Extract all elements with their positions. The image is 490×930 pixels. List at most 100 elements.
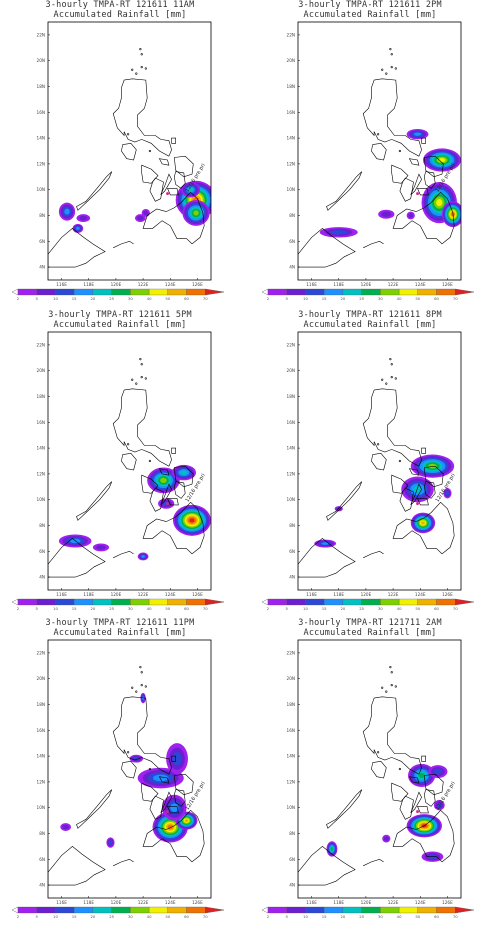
map-panel-1: 3-hourly TMPA-RT 121611 11AM Accumulated … xyxy=(0,0,240,310)
latitude-tick-label: 4N xyxy=(289,883,295,888)
rainfall-contour xyxy=(108,840,113,845)
coastline xyxy=(421,137,426,144)
longitude-tick-label: 126E xyxy=(442,592,453,597)
coastline xyxy=(121,760,137,779)
island xyxy=(144,377,147,380)
longitude-tick-label: 126E xyxy=(442,282,453,287)
coastline xyxy=(421,755,426,762)
colorbar-tick-label: 2 xyxy=(267,606,270,611)
coastline xyxy=(121,452,137,471)
latitude-tick-label: 20N xyxy=(37,368,45,373)
coastline xyxy=(173,155,194,178)
island xyxy=(140,684,143,687)
latitude-tick-label: 10N xyxy=(287,187,295,192)
colorbar-swatch xyxy=(36,598,56,606)
coastline xyxy=(362,78,422,157)
panel-title: 3-hourly TMPA-RT 121711 2AM xyxy=(298,618,442,628)
colorbar-tick-label: 20 xyxy=(90,296,95,301)
colorbar-tick-label: 10 xyxy=(303,296,308,301)
colorbar-tick-label: 25 xyxy=(359,296,364,301)
rainfall-contour xyxy=(153,774,169,782)
colorbar-swatch xyxy=(324,906,344,914)
colorbar-tick-label: 15 xyxy=(72,914,77,919)
latitude-tick-label: 12N xyxy=(287,471,295,476)
island xyxy=(394,377,397,380)
island xyxy=(389,357,392,361)
colorbar-tick-label: 5 xyxy=(36,914,39,919)
colorbar-swatch xyxy=(305,906,325,914)
longitude-tick-label: 116E xyxy=(56,592,67,597)
island xyxy=(131,68,134,71)
latitude-tick-label: 4N xyxy=(39,575,45,580)
island xyxy=(127,751,130,754)
longitude-tick-label: 122E xyxy=(138,900,149,905)
colorbar-tick-label: 20 xyxy=(90,914,95,919)
latitude-tick-label: 10N xyxy=(37,497,45,502)
colorbar-swatch xyxy=(17,598,37,606)
colorbar-swatch xyxy=(167,598,187,606)
latitude-tick-label: 18N xyxy=(287,84,295,89)
rainfall-contour xyxy=(413,485,422,493)
colorbar-tick-label: 70 xyxy=(203,606,208,611)
colorbar-min-arrow xyxy=(11,906,19,914)
longitude-tick-label: 118E xyxy=(333,900,344,905)
latitude-tick-label: 20N xyxy=(287,58,295,63)
latitude-tick-label: 16N xyxy=(37,420,45,425)
colorbar-max-arrow xyxy=(455,906,475,914)
island xyxy=(148,149,151,153)
coastline xyxy=(121,142,137,161)
colorbar-tick-label: 2 xyxy=(17,296,20,301)
latitude-tick-label: 16N xyxy=(37,728,45,733)
colorbar-tick-label: 60 xyxy=(434,296,439,301)
longitude-tick-label: 124E xyxy=(415,900,426,905)
latitude-tick-label: 10N xyxy=(37,187,45,192)
colorbar-min-arrow xyxy=(261,906,269,914)
colorbar-tick-label: 15 xyxy=(322,606,327,611)
map-frame xyxy=(297,331,462,591)
colorbar-tick-label: 40 xyxy=(147,606,152,611)
island xyxy=(398,149,401,153)
colorbar-tick-label: 70 xyxy=(453,914,458,919)
coastline xyxy=(392,809,455,863)
colorbar-tick-label: 40 xyxy=(147,914,152,919)
colorbar-tick-label: 50 xyxy=(415,296,420,301)
latitude-tick-label: 4N xyxy=(289,265,295,270)
island xyxy=(140,363,143,366)
longitude-tick-label: 120E xyxy=(111,900,122,905)
island xyxy=(385,690,388,693)
coastline xyxy=(48,228,106,268)
rainfall-contour xyxy=(421,521,425,525)
island xyxy=(381,68,384,71)
latitude-tick-label: 18N xyxy=(287,394,295,399)
rainfall-contour xyxy=(143,210,149,216)
rainfall-map: 12/16 pre pri22N20N18N16N14N12N10N8N6N4N… xyxy=(261,21,475,301)
rainfall-map: 12/16 pre pri22N20N18N16N14N12N10N8N6N4N… xyxy=(261,639,475,919)
longitude-tick-label: 120E xyxy=(111,592,122,597)
colorbar-swatch xyxy=(380,906,400,914)
longitude-tick-label: 124E xyxy=(165,900,176,905)
coastline xyxy=(141,782,159,802)
colorbar-tick-label: 15 xyxy=(322,914,327,919)
rainfall-contour xyxy=(189,518,195,523)
coastline xyxy=(173,171,186,189)
colorbar-swatch xyxy=(342,598,362,606)
colorbar-tick-label: 5 xyxy=(36,296,39,301)
panel-subtitle: Accumulated Rainfall [mm] xyxy=(303,628,437,638)
colorbar-max-arrow xyxy=(205,598,225,606)
colorbar-swatch xyxy=(111,288,131,296)
latitude-tick-label: 6N xyxy=(289,239,295,244)
colorbar-max-arrow xyxy=(455,288,475,296)
coastline xyxy=(399,487,414,512)
rainfall-map: 12/16 pre pri22N20N18N16N14N12N10N8N6N4N… xyxy=(11,21,225,301)
longitude-tick-label: 122E xyxy=(388,282,399,287)
colorbar-tick-label: 40 xyxy=(147,296,152,301)
colorbar-tick-label: 60 xyxy=(434,606,439,611)
latitude-tick-label: 16N xyxy=(287,110,295,115)
island xyxy=(398,459,401,463)
island xyxy=(381,378,384,381)
colorbar-swatch xyxy=(148,906,168,914)
colorbar-swatch xyxy=(55,288,75,296)
longitude-tick-label: 118E xyxy=(333,282,344,287)
coastline xyxy=(76,789,113,829)
coastline xyxy=(113,240,134,249)
